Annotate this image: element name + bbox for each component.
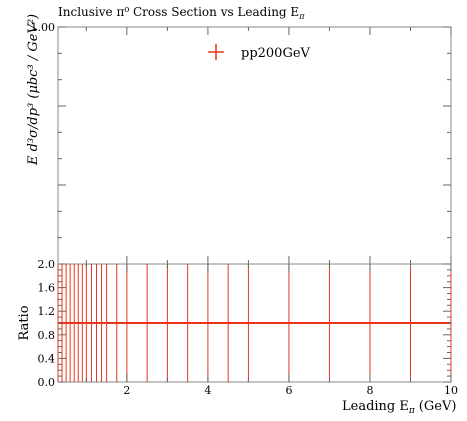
ratio-ytick-label: 0.8 xyxy=(38,329,56,342)
ratio-ytick-label: 0.0 xyxy=(38,376,56,389)
ratio-xtick-label: 10 xyxy=(444,384,458,397)
ratio-bin-markers xyxy=(57,264,452,382)
main-ylabel: E d³σ/dp³ (μbc³ / GeV²) xyxy=(26,14,41,166)
ratio-ytick-label: 1.2 xyxy=(38,305,56,318)
ratio-axis-ticks xyxy=(58,263,452,383)
ratio-ytick-label: 0.4 xyxy=(38,352,56,365)
ratio-xtick-label: 4 xyxy=(204,384,211,397)
ratio-ytick-label: 1.6 xyxy=(38,282,56,295)
chart-title: Inclusive π⁰ Cross Section vs Leading Eπ xyxy=(58,5,305,21)
ratio-xlabel: Leading Eπ (GeV) xyxy=(342,399,456,416)
main-axis-ticks xyxy=(58,26,452,265)
main-ytick-label: 1.00 xyxy=(31,21,56,34)
ratio-xtick-label: 2 xyxy=(123,384,130,397)
ratio-xtick-label: 8 xyxy=(366,384,373,397)
ratio-xtick-labels: 2 4 6 8 10 xyxy=(123,384,458,397)
main-plot-frame xyxy=(57,26,452,265)
legend-label-pp200GeV: pp200GeV xyxy=(241,46,311,61)
legend: pp200GeV xyxy=(208,44,311,61)
ratio-xtick-label: 6 xyxy=(285,384,292,397)
ratio-ytick-labels: 0.0 0.4 0.8 1.2 1.6 2.0 xyxy=(38,258,56,389)
ratio-ylabel: Ratio xyxy=(17,305,32,340)
ratio-ytick-label: 2.0 xyxy=(38,258,56,271)
legend-marker-pp200GeV xyxy=(208,44,224,60)
